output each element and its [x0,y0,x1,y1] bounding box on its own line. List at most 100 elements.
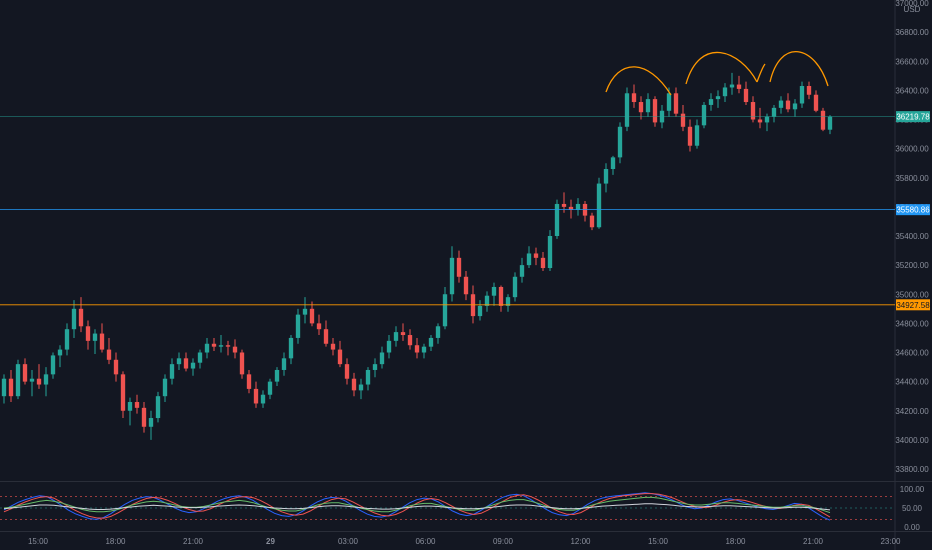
candle-body [50,355,56,375]
candle-body [561,203,567,207]
candle-body [204,343,210,353]
candle-body [148,418,154,427]
price-tick-label: 35000.00 [895,290,929,299]
time-tick-label: 29 [266,537,275,546]
candle-body [806,86,812,95]
candle-body [750,102,756,120]
osc-tick-label: 100.00 [900,485,925,494]
time-tick-label: 23:00 [880,537,901,546]
osc-line-green [3,496,831,514]
candle-body [722,87,728,97]
candle-body [43,374,49,385]
candle-body [764,116,770,123]
candle-body [512,276,518,298]
candle-body [113,359,119,375]
orange-level-badge: 34927.58 [896,299,930,311]
pattern-annotation[interactable] [605,51,829,96]
candle-body [57,349,63,356]
candle-body [267,381,273,395]
candle-body [526,253,532,266]
candle-body [624,93,630,127]
last-price-badge: 36219.78 [896,111,930,123]
candle-body [638,102,644,113]
candle-body [799,86,805,104]
time-axis[interactable]: 15:00 18:00 21:00 29 03:00 06:00 09:00 12:00 15:… [28,537,901,546]
candle-body [778,100,784,108]
price-tick-label: 34800.00 [895,319,929,328]
candle-body [771,107,777,117]
candle-body [596,183,602,228]
candle-body [169,364,175,379]
candle-body [827,116,833,130]
candle-body [386,340,392,353]
price-tick-label: 36600.00 [895,57,929,66]
candle-body [372,364,378,370]
candle-body [358,384,364,391]
candle-body [554,203,560,236]
candle-body [183,358,189,369]
candle-body [449,257,455,295]
head-curve[interactable] [685,51,758,85]
osc-line-d [3,493,831,519]
osc-tick-label: 50.00 [902,504,923,513]
time-tick-label: 21:00 [803,537,824,546]
oscillator-pane [0,492,895,521]
candle-body [134,402,140,408]
candle-body [421,346,427,353]
candle-body [162,378,168,397]
candle-body [456,257,462,277]
candle-body [330,343,336,350]
candle-body [435,326,441,338]
left-shoulder-curve[interactable] [605,66,672,96]
time-tick-label: 06:00 [415,537,436,546]
candle-body [190,362,196,369]
candle-body [491,286,497,296]
candle-body [78,308,84,327]
candle-body [120,374,126,411]
candle-body [92,333,98,341]
candle-body [757,119,763,123]
blue-level-badge: 35580.86 [896,204,930,216]
price-tick-label: 37000.00 [895,0,929,8]
candle-body [484,295,490,306]
candle-body [533,253,539,258]
oscillator-axis: 100.00 50.00 0.00 [900,485,925,532]
time-tick-label: 18:00 [105,537,126,546]
candle-body [218,345,224,347]
candle-body [176,358,182,365]
candle-body [673,93,679,114]
candle-body [687,126,693,146]
time-tick-label: 03:00 [338,537,359,546]
candle-body [85,326,91,341]
candle-body [680,113,686,127]
candle-body [323,329,329,344]
candle-body [225,345,231,347]
candle-body [8,378,14,397]
candle-body [253,388,259,404]
candle-body [498,286,504,306]
candle-body [428,337,434,347]
candle-body [743,88,749,103]
candle-body [540,257,546,269]
candle-body [617,126,623,158]
head-right-tick[interactable] [756,63,766,83]
candle-body [351,378,357,391]
candle-body [316,323,322,330]
price-tick-label: 34400.00 [895,378,929,387]
candle-body [239,352,245,375]
candle-body [701,104,707,126]
candle-body [414,345,420,353]
right-shoulder-curve[interactable] [769,51,829,87]
candle-body [442,294,448,327]
currency-label: USD [904,5,921,14]
price-tick-label: 34600.00 [895,349,929,358]
candle-body [29,378,35,382]
candle-body [288,337,294,359]
time-tick-label: 12:00 [570,537,591,546]
candle-body [274,369,280,382]
candlestick-series [1,72,833,440]
price-tick-label: 34000.00 [895,436,929,445]
price-tick-label: 36000.00 [895,145,929,154]
candle-body [547,236,553,269]
